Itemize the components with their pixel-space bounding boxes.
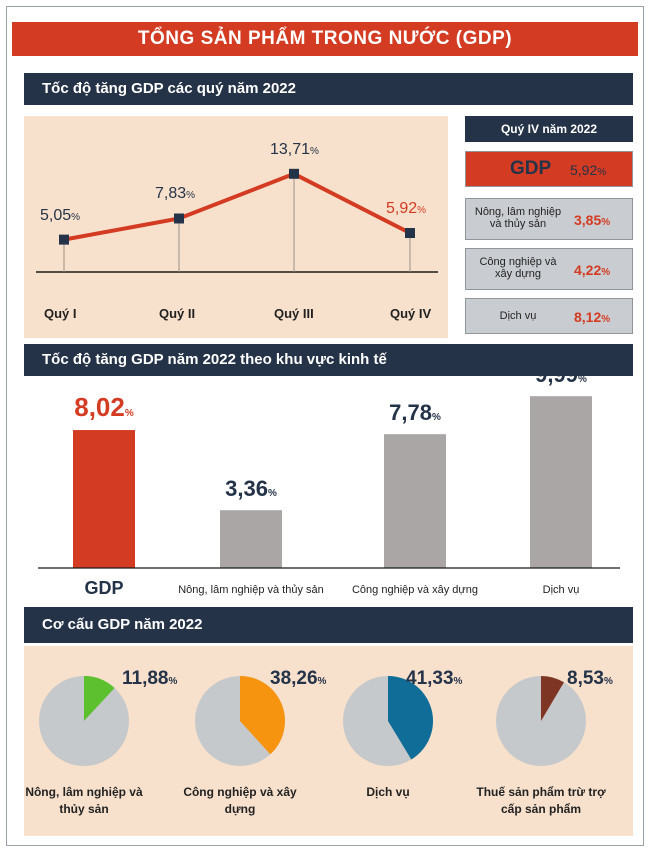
line-series (63, 171, 411, 242)
category-label: Dịch vụ (542, 584, 580, 596)
q4-card-header: Quý IV năm 2022 (465, 116, 633, 142)
category-label: Nông, lâm nghiệp và thủy sản (178, 584, 324, 596)
q4-services-value: 8,12% (574, 309, 611, 325)
q4-industry-label: Công nghiệp và xây dựng (479, 256, 557, 280)
quarter-label: Quý I (44, 306, 77, 321)
q4-services-label: Dịch vụ (499, 310, 537, 322)
quarter-label: Quý II (159, 306, 196, 321)
page-title: TỔNG SẢN PHẨM TRONG NƯỚC (GDP) (12, 22, 638, 56)
quarter-label: Quý IV (390, 306, 432, 321)
pie-slice (541, 676, 564, 721)
pie-slice (240, 676, 285, 755)
q4-agri-label: Nông, lâm nghiệp và thủy sản (474, 206, 562, 230)
value-label: 5,05% (40, 206, 81, 224)
value-label: 13,71% (270, 140, 319, 158)
category-label: Công nghiệp và xây dựng (351, 584, 478, 596)
quarterly-chart-panel (24, 116, 448, 338)
q4-gdp-value: 5,92% (570, 162, 607, 178)
bar (220, 510, 282, 568)
q4-industry-value: 4,22% (574, 262, 611, 278)
quarterly-line-chart (36, 168, 438, 273)
q4-gdp-card: GDP 5,92% (465, 151, 633, 187)
sector-section-header: Tốc độ tăng GDP năm 2022 theo khu vực ki… (24, 344, 633, 376)
pie-label: Nông, lâm nghiệp và thủy sản (25, 785, 143, 816)
pie-value-label: 8,53% (567, 668, 613, 689)
bar (530, 396, 592, 568)
pie-slice (84, 676, 115, 721)
bar-value-label: 7,78% (389, 400, 441, 426)
bar-value-label: 8,02% (74, 392, 134, 423)
pie-value-label: 41,33% (406, 668, 463, 689)
sector-bar-chart (38, 396, 620, 569)
pie-label: Thuế sản phẩm trừ trợ cấp sản phẩm (476, 785, 606, 816)
q4-gdp-label: GDP (510, 158, 552, 179)
bar (73, 430, 135, 568)
bar-value-label: 3,36% (225, 476, 277, 502)
quarterly-section-header: Tốc độ tăng GDP các quý năm 2022 (24, 73, 633, 105)
pie-label: Công nghiệp và xây dựng (183, 785, 297, 816)
pie-slice (388, 676, 434, 760)
line-point (405, 228, 415, 239)
line-point (174, 213, 184, 224)
q4-agri-value: 3,85% (574, 212, 611, 228)
value-label: 5,92% (386, 200, 427, 217)
line-point (59, 234, 69, 245)
pie-value-label: 38,26% (270, 668, 327, 689)
category-label: GDP (84, 578, 124, 598)
line-point (289, 168, 299, 179)
q4-agri-card: Nông, lâm nghiệp và thủy sản 3,85% (465, 198, 633, 240)
page-frame (6, 6, 644, 846)
pie-label: Dịch vụ (366, 785, 410, 799)
pie-value-label: 11,88% (122, 668, 178, 689)
bar-value-label: 9,99% (535, 362, 587, 388)
structure-section-header: Cơ cấu GDP năm 2022 (24, 607, 633, 643)
bar (384, 434, 446, 568)
quarter-label: Quý III (274, 306, 314, 321)
value-label: 7,83% (155, 185, 196, 203)
q4-industry-card: Công nghiệp và xây dựng 4,22% (465, 248, 633, 290)
q4-services-card: Dịch vụ 8,12% (465, 298, 633, 334)
